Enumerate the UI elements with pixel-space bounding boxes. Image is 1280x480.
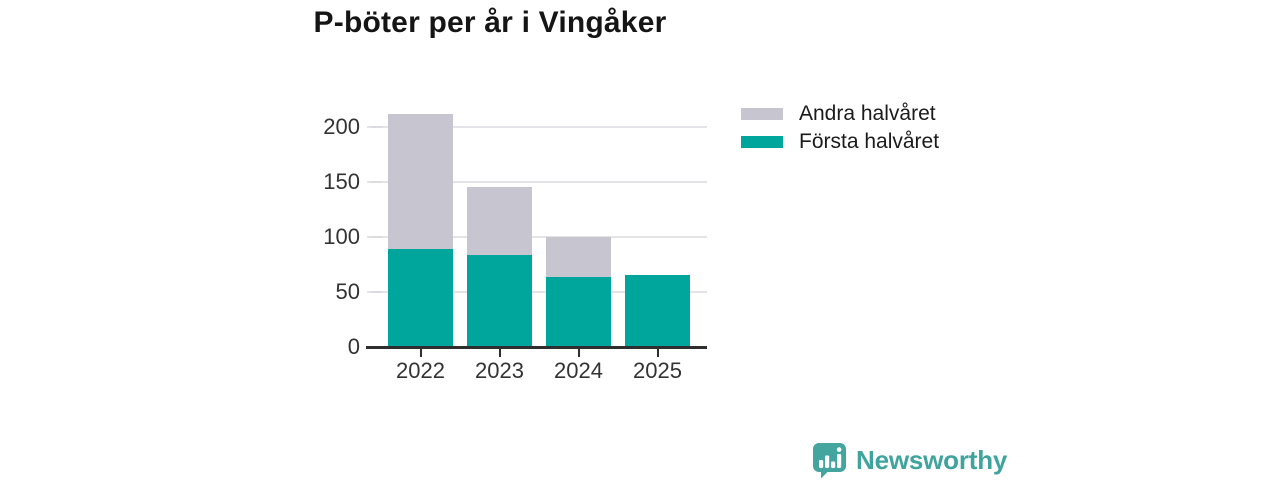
y-tick-label-200: 200 <box>323 114 360 139</box>
x-tick-label-2025: 2025 <box>633 358 682 383</box>
y-tick-50 <box>371 291 382 293</box>
bar-2024-forsta-halvaret <box>546 277 611 347</box>
x-tick-2025 <box>656 349 659 357</box>
x-tick-label-2024: 2024 <box>554 358 603 383</box>
bar-2025-forsta-halvaret <box>625 275 690 347</box>
y-tick-label-100: 100 <box>323 224 360 249</box>
x-tick-2023 <box>498 349 501 357</box>
legend-label: Första halvåret <box>799 130 940 153</box>
legend-swatch-forsta-halvaret <box>741 136 783 148</box>
x-axis-line <box>366 346 707 349</box>
bar-2023-forsta-halvaret <box>467 255 532 347</box>
y-tick-label-150: 150 <box>323 169 360 194</box>
bar-2023-andra-halvaret <box>467 187 532 255</box>
x-tick-label-2022: 2022 <box>396 358 445 383</box>
chart-legend: Andra halvåret Första halvåret <box>741 100 939 156</box>
bar-2022-andra-halvaret <box>388 114 453 249</box>
y-tick-100 <box>371 236 382 238</box>
gridline-50 <box>367 291 707 293</box>
gridline-200 <box>367 126 707 128</box>
newsworthy-logo-icon <box>812 442 847 479</box>
x-tick-label-2023: 2023 <box>475 358 524 383</box>
y-tick-label-50: 50 <box>335 279 360 304</box>
y-tick-150 <box>371 181 382 183</box>
legend-item-forsta-halvaret: Första halvåret <box>741 128 939 156</box>
x-tick-2024 <box>577 349 580 357</box>
bar-2024-andra-halvaret <box>546 237 611 277</box>
legend-swatch-andra-halvaret <box>741 108 783 120</box>
gridline-150 <box>367 181 707 183</box>
x-tick-2022 <box>419 349 422 357</box>
legend-item-andra-halvaret: Andra halvåret <box>741 100 939 128</box>
gridline-100 <box>367 236 707 238</box>
brand-footer: Newsworthy <box>812 442 1007 479</box>
legend-label: Andra halvåret <box>799 102 936 125</box>
y-tick-200 <box>371 126 382 128</box>
brand-name: Newsworthy <box>856 445 1008 475</box>
chart-title: P-böter per år i Vingåker <box>313 6 667 39</box>
bar-2022-forsta-halvaret <box>388 249 453 347</box>
y-tick-label-0: 0 <box>347 334 360 359</box>
